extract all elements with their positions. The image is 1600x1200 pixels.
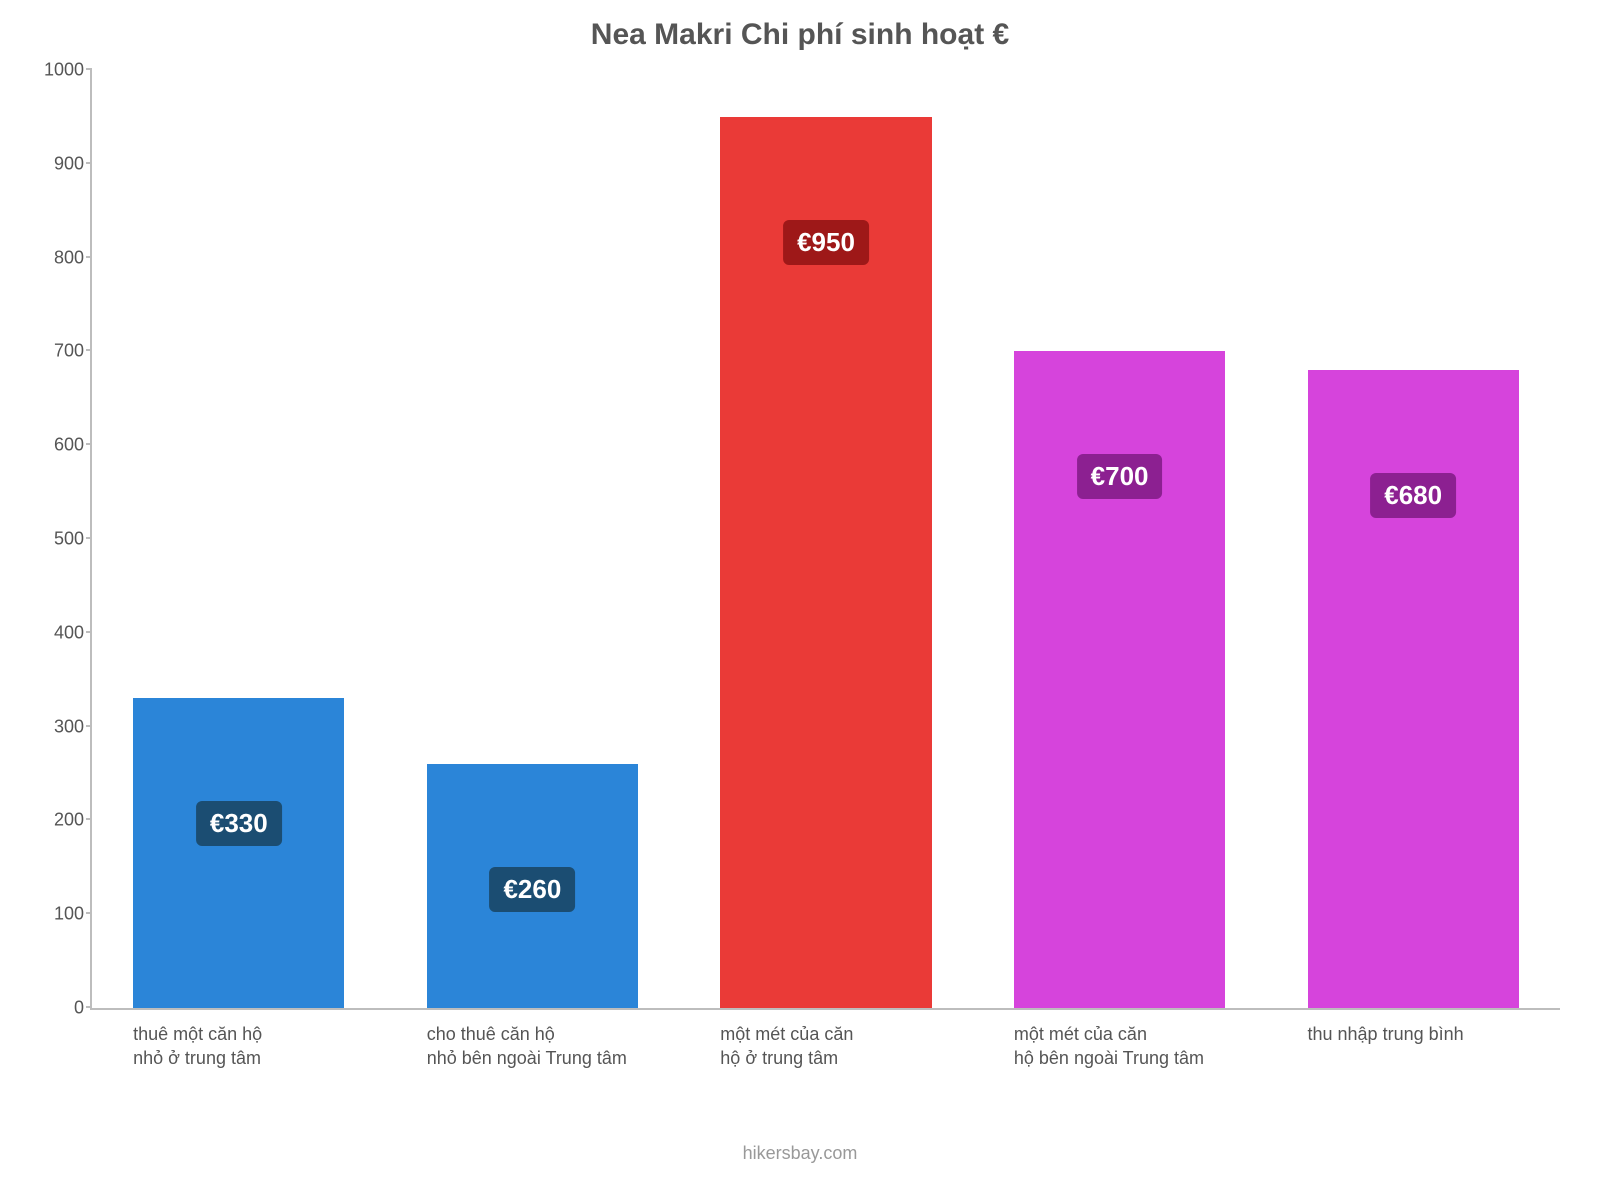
y-tick-label: 500 [30,529,84,550]
bar-value-label: €680 [1370,473,1456,518]
x-tick-label: thu nhập trung bình [1308,1022,1600,1046]
y-tick-label: 800 [30,247,84,268]
bar-value-label: €260 [489,867,575,912]
y-tick-mark [86,443,92,445]
y-tick-mark [86,818,92,820]
y-tick-mark [86,725,92,727]
y-tick-mark [86,68,92,70]
y-tick-label: 0 [30,998,84,1019]
x-tick-label: một mét của căn hộ bên ngoài Trung tâm [1014,1022,1308,1071]
y-tick-label: 1000 [30,60,84,81]
y-tick-mark [86,162,92,164]
bar-value-label: €700 [1077,454,1163,499]
plot-area: 01002003004005006007008009001000€330thuê… [90,70,1560,1010]
bar-value-label: €950 [783,220,869,265]
y-tick-label: 300 [30,716,84,737]
y-tick-label: 700 [30,341,84,362]
x-tick-label: thuê một căn hộ nhỏ ở trung tâm [133,1022,427,1071]
y-tick-mark [86,631,92,633]
chart-footer: hikersbay.com [0,1143,1600,1164]
x-tick-label: cho thuê căn hộ nhỏ bên ngoài Trung tâm [427,1022,721,1071]
y-tick-mark [86,256,92,258]
y-tick-mark [86,1006,92,1008]
chart-title: Nea Makri Chi phí sinh hoạt € [0,18,1600,52]
bar [1014,351,1225,1008]
chart-container: Nea Makri Chi phí sinh hoạt € 0100200300… [0,0,1600,1200]
y-tick-mark [86,349,92,351]
y-tick-label: 400 [30,622,84,643]
y-tick-mark [86,537,92,539]
bar [1308,370,1519,1008]
bar-value-label: €330 [196,801,282,846]
y-tick-label: 200 [30,810,84,831]
y-tick-mark [86,912,92,914]
y-tick-label: 600 [30,435,84,456]
y-tick-label: 900 [30,153,84,174]
bar [133,698,344,1008]
y-tick-label: 100 [30,904,84,925]
x-tick-label: một mét của căn hộ ở trung tâm [720,1022,1014,1071]
